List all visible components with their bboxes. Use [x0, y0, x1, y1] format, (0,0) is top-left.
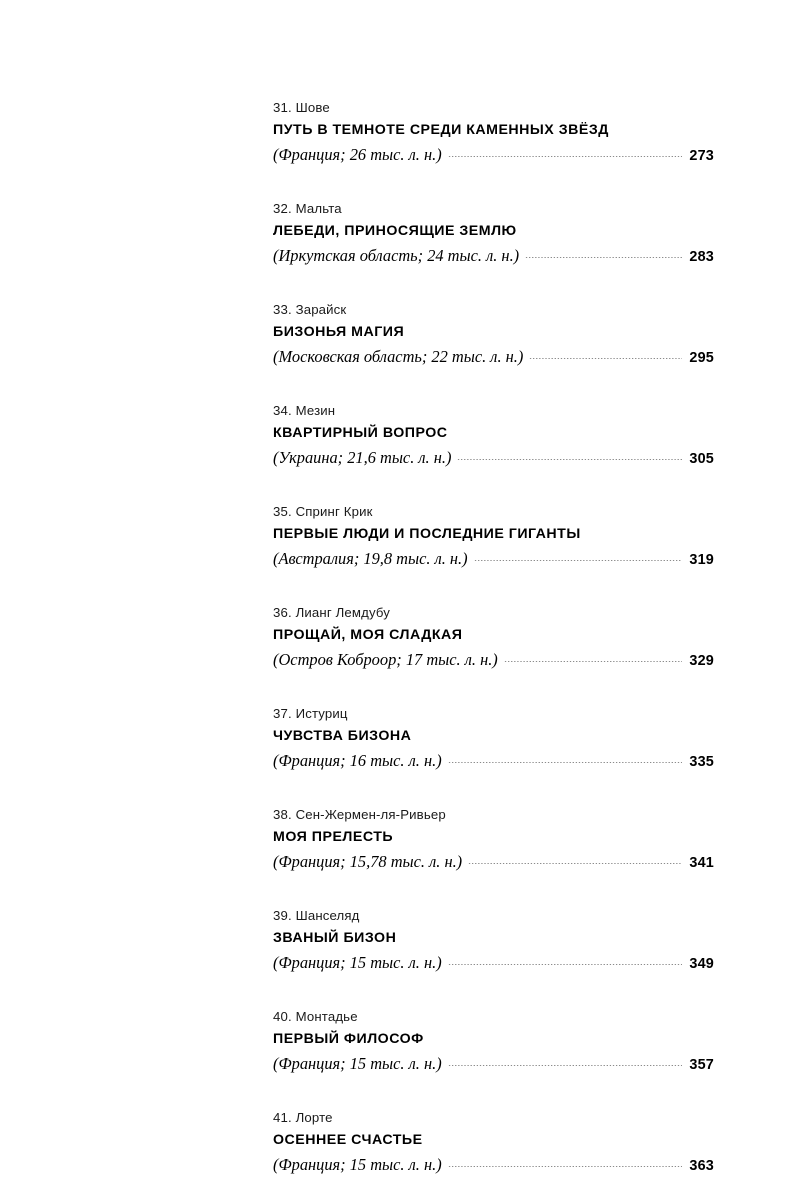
toc-entry-footer-line: (Остров Коброор; 17 тыс. л. н.) 329	[273, 647, 714, 674]
toc-entry-page-number[interactable]: 283	[689, 249, 714, 265]
toc-entry-footer-line: (Иркутская область; 24 тыс. л. н.) 283	[273, 243, 714, 270]
toc-entry[interactable]: 32. Мальта ЛЕБЕДИ, ПРИНОСЯЩИЕ ЗЕМЛЮ (Ирк…	[273, 198, 714, 270]
toc-entry-location-date: (Остров Коброор; 17 тыс. л. н.)	[273, 650, 498, 669]
toc-entry[interactable]: 31. Шове ПУТЬ В ТЕМНОТЕ СРЕДИ КАМЕННЫХ З…	[273, 97, 714, 169]
toc-entry-footer-line: (Московская область; 22 тыс. л. н.) 295	[273, 344, 714, 371]
toc-entry-location-date: (Украина; 21,6 тыс. л. н.)	[273, 448, 452, 467]
toc-entry-title: ЧУВСТВА БИЗОНА	[273, 728, 412, 744]
toc-entry-page-number[interactable]: 295	[689, 350, 714, 366]
toc-entry-location-date: (Франция; 26 тыс. л. н.)	[273, 145, 442, 164]
toc-entry[interactable]: 40. Монтадье ПЕРВЫЙ ФИЛОСОФ (Франция; 15…	[273, 1006, 714, 1078]
toc-entry-footer-line: (Франция; 15 тыс. л. н.) 349	[273, 950, 714, 977]
toc-entry[interactable]: 34. Мезин КВАРТИРНЫЙ ВОПРОС (Украина; 21…	[273, 400, 714, 472]
toc-entry-footer-line: (Франция; 15 тыс. л. н.) 363	[273, 1152, 714, 1179]
toc-entry-site-name: 40. Монтадье	[273, 1009, 358, 1024]
dot-leader	[468, 855, 682, 867]
toc-entry-location-date: (Франция; 15 тыс. л. н.)	[273, 953, 442, 972]
toc-entry-footer-line: (Франция; 16 тыс. л. н.) 335	[273, 748, 714, 775]
toc-entry-site-name: 31. Шове	[273, 100, 330, 115]
toc-entry-site-name: 39. Шанселяд	[273, 908, 360, 923]
toc-entry-page-number[interactable]: 357	[689, 1057, 714, 1073]
toc-entry-site-name: 37. Истуриц	[273, 706, 348, 721]
dot-leader	[447, 754, 682, 766]
document-page: 31. Шове ПУТЬ В ТЕМНОТЕ СРЕДИ КАМЕННЫХ З…	[273, 100, 714, 1174]
toc-entry[interactable]: 33. Зарайск БИЗОНЬЯ МАГИЯ (Московская об…	[273, 299, 714, 371]
toc-entry-location-date: (Московская область; 22 тыс. л. н.)	[273, 347, 524, 366]
toc-entry-site-name: 34. Мезин	[273, 403, 336, 418]
toc-entry-location-date: (Франция; 15 тыс. л. н.)	[273, 1155, 442, 1174]
toc-entry-page-number[interactable]: 305	[689, 451, 714, 467]
toc-entry-site-name: 33. Зарайск	[273, 302, 347, 317]
toc-entry-page-number[interactable]: 335	[689, 754, 714, 770]
toc-entry-title: КВАРТИРНЫЙ ВОПРОС	[273, 425, 448, 441]
dot-leader	[447, 148, 682, 160]
toc-entry[interactable]: 38. Сен-Жермен-ля-Ривьер МОЯ ПРЕЛЕСТЬ (Ф…	[273, 804, 714, 876]
dot-leader	[447, 1158, 682, 1170]
toc-entry-site-name: 35. Спринг Крик	[273, 504, 373, 519]
toc-entry-page-number[interactable]: 319	[689, 552, 714, 568]
toc-entry-site-name: 41. Лорте	[273, 1110, 333, 1125]
toc-entry-page-number[interactable]: 273	[689, 148, 714, 164]
toc-entry-title: ЗВАНЫЙ БИЗОН	[273, 930, 397, 946]
toc-entry-site-name: 38. Сен-Жермен-ля-Ривьер	[273, 807, 446, 822]
toc-entry-location-date: (Иркутская область; 24 тыс. л. н.)	[273, 246, 520, 265]
toc-entry-site-name: 32. Мальта	[273, 201, 342, 216]
toc-entry[interactable]: 35. Спринг Крик ПЕРВЫЕ ЛЮДИ И ПОСЛЕДНИЕ …	[273, 501, 714, 573]
toc-entry-footer-line: (Франция; 15 тыс. л. н.) 357	[273, 1051, 714, 1078]
toc-entry-location-date: (Франция; 16 тыс. л. н.)	[273, 751, 442, 770]
toc-entry-title: ПРОЩАЙ, МОЯ СЛАДКАЯ	[273, 627, 463, 643]
toc-entry-title: ЛЕБЕДИ, ПРИНОСЯЩИЕ ЗЕМЛЮ	[273, 223, 517, 239]
toc-entry-title: БИЗОНЬЯ МАГИЯ	[273, 324, 405, 340]
toc-entry-footer-line: (Украина; 21,6 тыс. л. н.) 305	[273, 445, 714, 472]
toc-entry[interactable]: 39. Шанселяд ЗВАНЫЙ БИЗОН (Франция; 15 т…	[273, 905, 714, 977]
toc-entry-site-name: 36. Лианг Лемдубу	[273, 605, 391, 620]
dot-leader	[447, 1057, 682, 1069]
dot-leader	[525, 249, 682, 261]
toc-entry[interactable]: 37. Истуриц ЧУВСТВА БИЗОНА (Франция; 16 …	[273, 703, 714, 775]
toc-entry-location-date: (Австралия; 19,8 тыс. л. н.)	[273, 549, 468, 568]
toc-entry[interactable]: 36. Лианг Лемдубу ПРОЩАЙ, МОЯ СЛАДКАЯ (О…	[273, 602, 714, 674]
toc-entry-footer-line: (Франция; 15,78 тыс. л. н.) 341	[273, 849, 714, 876]
toc-entry-footer-line: (Австралия; 19,8 тыс. л. н.) 319	[273, 546, 714, 573]
table-of-contents-list: 31. Шове ПУТЬ В ТЕМНОТЕ СРЕДИ КАМЕННЫХ З…	[273, 97, 714, 1179]
toc-entry[interactable]: 41. Лорте ОСЕННЕЕ СЧАСТЬЕ (Франция; 15 т…	[273, 1107, 714, 1179]
toc-entry-footer-line: (Франция; 26 тыс. л. н.) 273	[273, 142, 714, 169]
toc-entry-page-number[interactable]: 341	[689, 855, 714, 871]
toc-entry-page-number[interactable]: 349	[689, 956, 714, 972]
toc-entry-title: ПЕРВЫЙ ФИЛОСОФ	[273, 1031, 424, 1047]
toc-entry-title: ПЕРВЫЕ ЛЮДИ И ПОСЛЕДНИЕ ГИГАНТЫ	[273, 526, 581, 542]
dot-leader	[447, 956, 682, 968]
toc-entry-location-date: (Франция; 15,78 тыс. л. н.)	[273, 852, 463, 871]
dot-leader	[529, 350, 682, 362]
dot-leader	[473, 552, 682, 564]
toc-entry-title: ОСЕННЕЕ СЧАСТЬЕ	[273, 1132, 423, 1148]
toc-entry-title: МОЯ ПРЕЛЕСТЬ	[273, 829, 394, 845]
dot-leader	[457, 451, 682, 463]
toc-entry-location-date: (Франция; 15 тыс. л. н.)	[273, 1054, 442, 1073]
toc-entry-title: ПУТЬ В ТЕМНОТЕ СРЕДИ КАМЕННЫХ ЗВЁЗД	[273, 122, 609, 138]
dot-leader	[503, 653, 682, 665]
toc-entry-page-number[interactable]: 329	[689, 653, 714, 669]
toc-entry-page-number[interactable]: 363	[689, 1158, 714, 1174]
